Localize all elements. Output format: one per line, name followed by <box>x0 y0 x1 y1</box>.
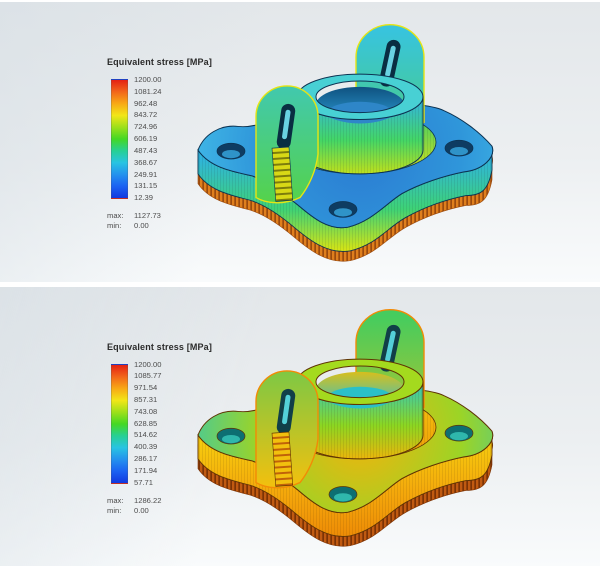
max-label: max: <box>107 211 124 220</box>
legend-tick: 1085.77 <box>134 371 162 381</box>
viewport-panel-1[interactable]: Equivalent stress [MPa] 1200.00 1081.24 96… <box>0 2 600 282</box>
legend-tick: 514.62 <box>134 430 158 440</box>
bolt-hole-west <box>216 142 246 160</box>
legend-tick: 368.67 <box>134 157 158 167</box>
bracket-geometry <box>197 24 494 262</box>
bracket-model <box>197 308 494 547</box>
min-label: min: <box>107 505 122 515</box>
support-strip <box>271 146 294 202</box>
legend-tick: 400.39 <box>134 442 158 452</box>
legend-tick: 487.43 <box>134 145 158 155</box>
legend-tick: 962.48 <box>134 98 158 108</box>
legend-title: Equivalent stress [MPa] <box>107 57 212 67</box>
legend-tick: 971.54 <box>134 383 158 393</box>
min-value: 0.00 <box>134 505 149 515</box>
legend-tick: 843.72 <box>134 110 158 120</box>
min-label: min: <box>107 221 122 231</box>
bolt-hole-south <box>328 485 358 503</box>
bolt-hole-south <box>328 201 358 218</box>
legend-tick: 1200.00 <box>134 75 162 84</box>
support-strip <box>271 431 294 487</box>
viewport-panel-2[interactable]: Equivalent stress [MPa] 1200.00 1085.77 97… <box>0 286 600 566</box>
bracket-model <box>197 24 494 262</box>
legend-tick: 1200.00 <box>134 359 162 369</box>
legend-colorbar <box>111 363 128 484</box>
legend-minmax: max: 1127.73 min: 0.00 <box>107 211 212 232</box>
legend-tick-list: 1200.00 1081.24 962.48 843.72 724.96 606.19 48… <box>134 76 161 202</box>
legend-tick: 12.39 <box>134 193 154 203</box>
legend-colorbar <box>111 79 128 199</box>
legend-tick: 131.15 <box>134 181 158 191</box>
bolt-hole-west <box>216 427 246 444</box>
legend-tick: 606.19 <box>134 134 158 144</box>
legend-tick: 628.85 <box>134 418 158 428</box>
legend-tick: 1081.24 <box>134 86 162 96</box>
front-lug <box>255 85 319 204</box>
legend-tick: 857.31 <box>134 394 158 404</box>
legend-tick: 724.96 <box>134 122 158 132</box>
max-value: 1286.22 <box>134 495 162 505</box>
stress-legend: Equivalent stress [MPa] 1200.00 1081.24 96… <box>106 57 212 232</box>
max-value: 1127.73 <box>134 211 161 220</box>
stress-legend: Equivalent stress [MPa] 1200.00 1085.77 97… <box>106 342 212 517</box>
max-label: max: <box>107 495 124 505</box>
legend-tick: 171.94 <box>134 465 158 475</box>
legend-tick-list: 1200.00 1085.77 971.54 857.31 743.08 628.85 51… <box>134 359 162 487</box>
legend-minmax: max: 1286.22 min: 0.00 <box>107 496 212 517</box>
min-value: 0.00 <box>134 221 149 231</box>
front-lug <box>255 369 319 488</box>
bowl-rim <box>296 358 424 405</box>
bracket-geometry <box>197 308 494 547</box>
bolt-hole-east <box>444 139 474 157</box>
legend-tick: 249.91 <box>134 169 158 179</box>
legend-tick: 57.71 <box>134 477 154 487</box>
bolt-hole-east <box>444 424 474 441</box>
legend-title: Equivalent stress [MPa] <box>107 341 212 352</box>
legend-tick: 286.17 <box>134 454 158 464</box>
bowl-rim <box>296 73 424 121</box>
legend-tick: 743.08 <box>134 406 158 416</box>
